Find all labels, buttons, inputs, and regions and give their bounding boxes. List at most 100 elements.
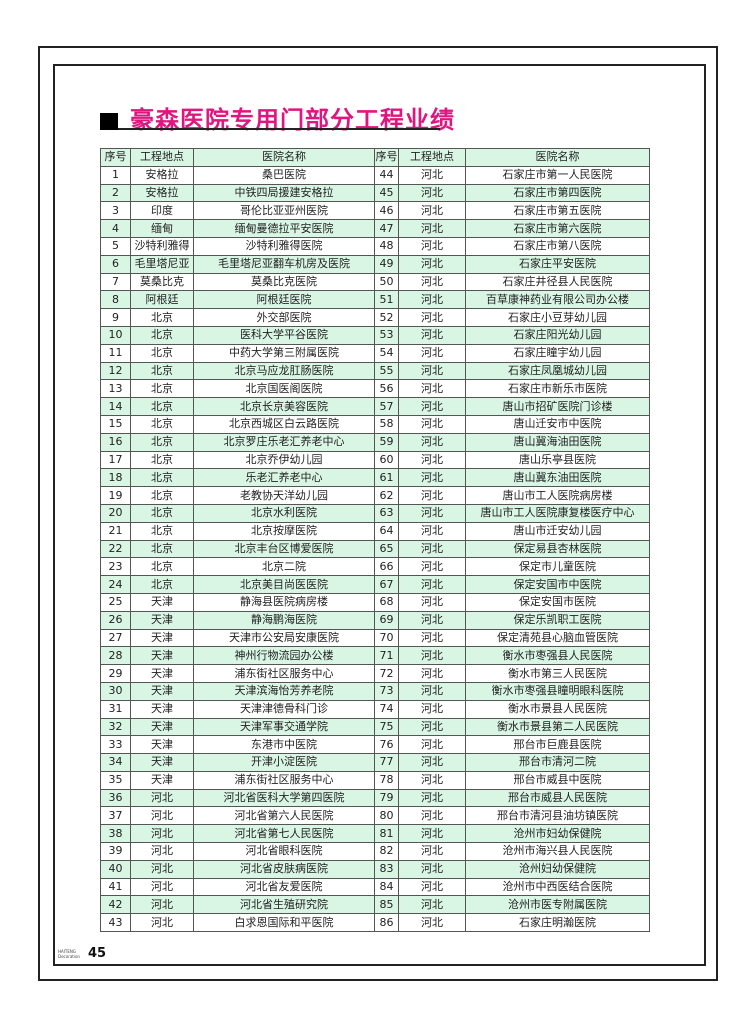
cell-hospital: 石家庄明瀚医院 [465, 913, 650, 933]
cell-hospital: 衡水市景县人民医院 [465, 699, 650, 719]
cell-no: 63 [374, 503, 399, 523]
cell-no: 5 [100, 236, 131, 256]
cell-location: 河北 [398, 877, 466, 897]
cell-no: 23 [100, 557, 131, 577]
cell-no: 30 [100, 681, 131, 701]
cell-no: 42 [100, 895, 131, 915]
cell-location: 毛里塔尼亚 [130, 254, 194, 274]
cell-no: 60 [374, 450, 399, 470]
cell-hospital: 石家庄凤凰城幼儿园 [465, 361, 650, 381]
cell-hospital: 沧州市中西医结合医院 [465, 877, 650, 897]
cell-location: 河北 [398, 770, 466, 790]
cell-hospital: 北京乔伊幼儿园 [193, 450, 375, 470]
table-row: 2 安格拉 中铁四局援建安格拉 45 河北 石家庄市第四医院 [100, 183, 650, 203]
cell-hospital: 保定市儿童医院 [465, 557, 650, 577]
table-row: 8 阿根廷 阿根廷医院 51 河北 百草康神药业有限公司办公楼 [100, 290, 650, 310]
cell-no: 22 [100, 539, 131, 559]
cell-hospital: 北京马应龙肛肠医院 [193, 361, 375, 381]
cell-no: 83 [374, 859, 399, 879]
table-header-row: 序号 工程地点 医院名称 序号 工程地点 医院名称 [100, 148, 650, 167]
cell-location: 河北 [398, 325, 466, 345]
cell-no: 15 [100, 414, 131, 434]
cell-hospital: 北京美目尚医医院 [193, 575, 375, 594]
cell-no: 66 [374, 557, 399, 577]
cell-hospital: 唐山市招矿医院门诊楼 [465, 397, 650, 416]
cell-hospital: 沧州妇幼保健院 [465, 859, 650, 879]
cell-hospital: 浦东街社区服务中心 [193, 664, 375, 683]
cell-location: 河北 [398, 254, 466, 274]
cell-location: 北京 [130, 575, 194, 594]
cell-hospital: 外交部医院 [193, 308, 375, 327]
cell-location: 河北 [130, 895, 194, 915]
cell-no: 79 [374, 788, 399, 808]
cell-hospital: 静海鹏海医院 [193, 610, 375, 630]
cell-no: 33 [100, 735, 131, 755]
cell-no: 43 [100, 913, 131, 933]
cell-no: 34 [100, 753, 131, 772]
table-row: 18 北京 乐老汇养老中心 61 河北 唐山冀东油田医院 [100, 468, 650, 488]
cell-no: 80 [374, 806, 399, 826]
cell-no: 59 [374, 432, 399, 452]
cell-location: 河北 [398, 521, 466, 541]
cell-no: 12 [100, 361, 131, 381]
cell-no: 32 [100, 717, 131, 737]
cell-hospital: 石家庄市新乐市医院 [465, 379, 650, 399]
cell-hospital: 医科大学平谷医院 [193, 325, 375, 345]
cell-location: 北京 [130, 432, 194, 452]
cell-hospital: 天津军事交通学院 [193, 717, 375, 737]
cell-hospital: 邢台市威县中医院 [465, 770, 650, 790]
cell-location: 天津 [130, 646, 194, 666]
table-row: 11 北京 中药大学第三附属医院 54 河北 石家庄瞳宇幼儿园 [100, 343, 650, 363]
cell-hospital: 天津滨海怡芳养老院 [193, 681, 375, 701]
cell-no: 53 [374, 325, 399, 345]
cell-no: 78 [374, 770, 399, 790]
table-row: 7 莫桑比克 莫桑比克医院 50 河北 石家庄井径县人民医院 [100, 272, 650, 292]
cell-location: 河北 [130, 842, 194, 861]
inner-frame [53, 64, 706, 966]
cell-hospital: 沧州市医专附属医院 [465, 895, 650, 915]
cell-no: 31 [100, 699, 131, 719]
cell-hospital: 北京罗庄乐老汇养老中心 [193, 432, 375, 452]
cell-hospital: 石家庄井径县人民医院 [465, 272, 650, 292]
cell-no: 14 [100, 397, 131, 416]
cell-location: 河北 [130, 824, 194, 844]
cell-location: 河北 [398, 859, 466, 879]
cell-location: 天津 [130, 699, 194, 719]
header-location: 工程地点 [130, 148, 194, 167]
cell-no: 61 [374, 468, 399, 488]
cell-hospital: 保定安国市中医院 [465, 575, 650, 594]
brand-logo: HAITENG Decoration [58, 948, 80, 959]
cell-location: 河北 [398, 343, 466, 363]
cell-no: 65 [374, 539, 399, 559]
cell-hospital: 阿根廷医院 [193, 290, 375, 310]
cell-hospital: 北京二院 [193, 557, 375, 577]
cell-hospital: 唐山冀东油田医院 [465, 468, 650, 488]
table-row: 43 河北 白求恩国际和平医院 86 河北 石家庄明瀚医院 [100, 913, 650, 933]
cell-hospital: 神州行物流园办公楼 [193, 646, 375, 666]
cell-no: 2 [100, 183, 131, 203]
cell-no: 19 [100, 486, 131, 505]
table-row: 24 北京 北京美目尚医医院 67 河北 保定安国市中医院 [100, 575, 650, 594]
cell-hospital: 北京长京美容医院 [193, 397, 375, 416]
cell-location: 安格拉 [130, 165, 194, 185]
cell-hospital: 北京丰台区博爱医院 [193, 539, 375, 559]
cell-hospital: 河北省眼科医院 [193, 842, 375, 861]
cell-location: 河北 [398, 379, 466, 399]
header-hospital: 医院名称 [465, 148, 650, 167]
table-row: 35 天津 浦东街社区服务中心 78 河北 邢台市威县中医院 [100, 770, 650, 790]
cell-no: 26 [100, 610, 131, 630]
outer-frame [38, 46, 718, 981]
cell-location: 河北 [130, 788, 194, 808]
table-row: 17 北京 北京乔伊幼儿园 60 河北 唐山乐亭县医院 [100, 450, 650, 470]
cell-no: 49 [374, 254, 399, 274]
cell-location: 河北 [398, 842, 466, 861]
table-row: 27 天津 天津市公安局安康医院 70 河北 保定清苑县心脑血管医院 [100, 628, 650, 648]
cell-hospital: 唐山乐亭县医院 [465, 450, 650, 470]
cell-location: 河北 [398, 539, 466, 559]
cell-hospital: 保定清苑县心脑血管医院 [465, 628, 650, 648]
table-row: 9 北京 外交部医院 52 河北 石家庄小豆芽幼儿园 [100, 308, 650, 327]
cell-location: 北京 [130, 414, 194, 434]
cell-location: 河北 [398, 450, 466, 470]
cell-no: 75 [374, 717, 399, 737]
table-row: 21 北京 北京按摩医院 64 河北 唐山市迁安幼儿园 [100, 521, 650, 541]
